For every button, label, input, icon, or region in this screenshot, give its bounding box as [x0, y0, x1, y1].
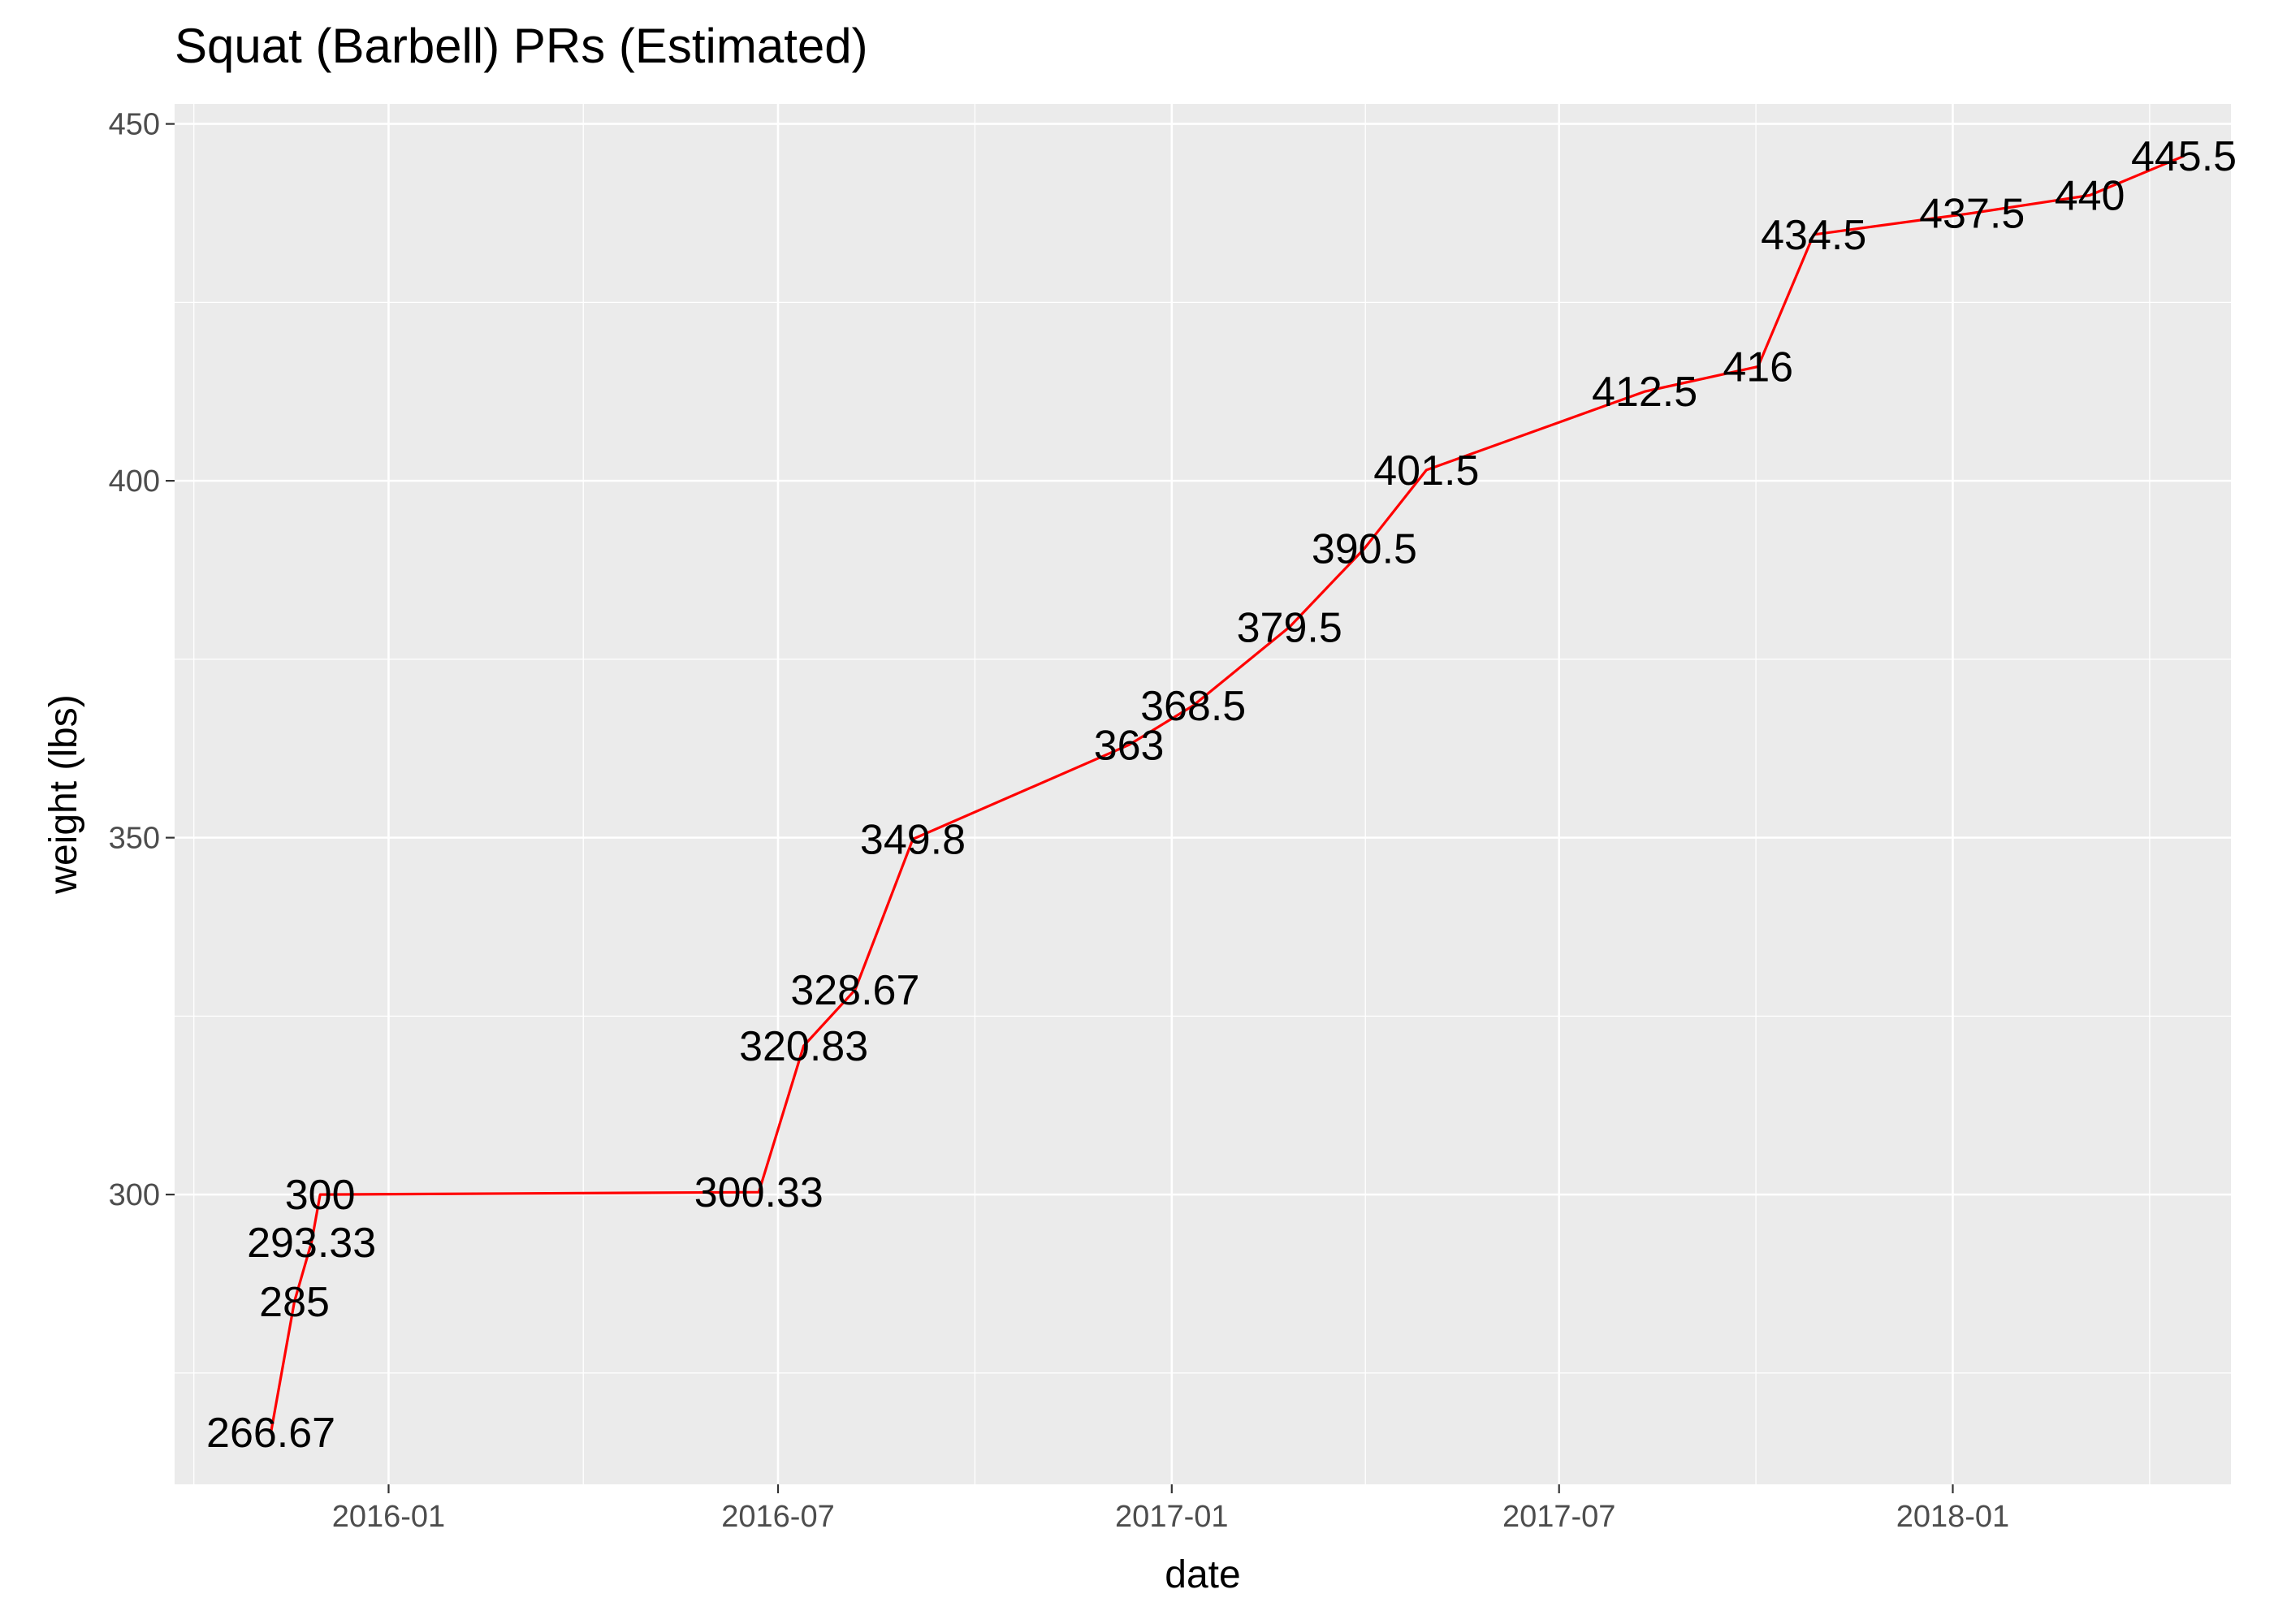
data-label: 379.5: [1237, 604, 1342, 651]
x-tick-label: 2017-07: [1502, 1500, 1615, 1534]
data-label: 390.5: [1312, 526, 1417, 573]
data-label: 416: [1723, 343, 1793, 391]
data-label: 349.8: [860, 816, 966, 863]
y-axis-title: weight (lbs): [42, 694, 85, 894]
data-label: 437.5: [1919, 190, 2025, 237]
data-label: 445.5: [2131, 133, 2237, 180]
series-layer: [270, 154, 2185, 1433]
data-label: 401.5: [1373, 447, 1479, 495]
x-axis-title: date: [1165, 1553, 1240, 1596]
x-tick-label: 2016-07: [721, 1500, 834, 1534]
data-label: 434.5: [1761, 212, 1866, 259]
x-tick-label: 2018-01: [1896, 1500, 2009, 1534]
data-label: 328.67: [790, 967, 919, 1014]
data-label: 285: [259, 1279, 330, 1326]
y-tick-label: 400: [109, 464, 160, 499]
data-label: 300: [285, 1172, 356, 1219]
y-tick-label: 450: [109, 108, 160, 142]
data-label: 300.33: [694, 1169, 824, 1216]
data-label: 412.5: [1592, 369, 1697, 416]
data-label: 440: [2055, 173, 2125, 220]
y-tick-label: 350: [109, 822, 160, 856]
minor-gridlines: [175, 104, 2231, 1484]
data-label: 363: [1094, 722, 1165, 769]
axes: 2016-01 2016-07 2017-01 2017-07 2018-01 300 35…: [109, 108, 2010, 1534]
data-label: 320.83: [739, 1023, 868, 1070]
data-label: 266.67: [206, 1410, 335, 1457]
data-label: 368.5: [1140, 683, 1246, 730]
y-tick-label: 300: [109, 1178, 160, 1212]
x-tick-label: 2016-01: [332, 1500, 445, 1534]
x-tick-label: 2017-01: [1115, 1500, 1228, 1534]
series-line: [270, 154, 2185, 1433]
chart-title: Squat (Barbell) PRs (Estimated): [175, 19, 868, 73]
data-label: 293.33: [247, 1220, 376, 1267]
plot-panel: [175, 104, 2231, 1484]
